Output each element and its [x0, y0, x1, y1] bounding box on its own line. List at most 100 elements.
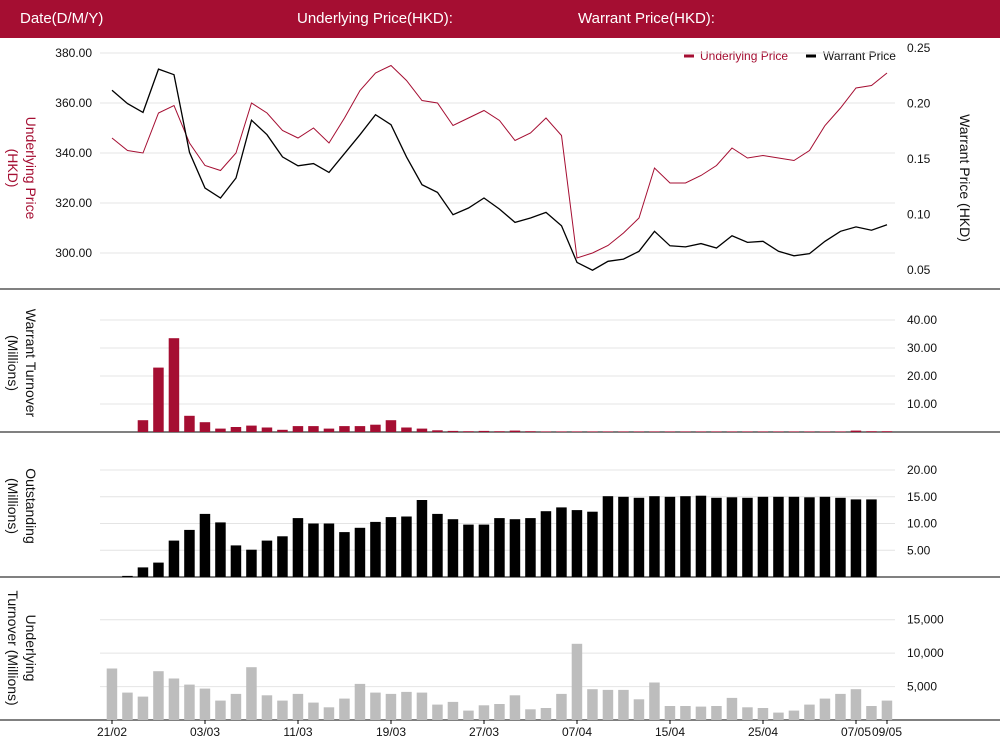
warrant-turnover-bar [757, 431, 769, 432]
underlying-turnover-bar [184, 684, 195, 720]
underlying-turnover-axis-title: Underlying Turnover (Millions) [5, 590, 39, 705]
underlying-turnover-bar [525, 709, 536, 720]
warrant-turnover-bar [571, 431, 583, 432]
outstanding-axis-title: Outstanding (Millions) [5, 468, 39, 544]
outstanding-bar [649, 496, 660, 577]
warrant-turnover-bar [137, 420, 149, 432]
outstanding-bar [742, 497, 753, 577]
underlying-turnover-bar [153, 671, 164, 720]
price-right-tick-label: 0.15 [907, 152, 931, 166]
x-tick-label: 07/05 [841, 725, 871, 739]
outstanding-bar [525, 518, 536, 577]
underlying-turnover-bar [680, 706, 691, 720]
outstanding-bar [137, 567, 149, 577]
warrant-turnover-bar [695, 431, 707, 432]
warrant-turnover-bar [540, 431, 552, 432]
warrant-turnover-bar [339, 426, 350, 432]
warrant-turnover-bar [509, 430, 521, 432]
price-right-tick-label: 0.20 [907, 97, 931, 111]
underlying-turnover-bar [308, 702, 319, 720]
warrant-turnover-bar [850, 430, 862, 432]
price-right-tick-label: 0.25 [907, 41, 931, 55]
warrant-turnover-bar [788, 431, 800, 432]
date-label: Date(D/M/Y) [20, 10, 104, 27]
underlying-turnover-bar [339, 698, 350, 720]
warrant-turnover-tick-label: 40.00 [907, 313, 937, 327]
outstanding-bar [432, 513, 443, 577]
outstanding-bar [370, 521, 381, 577]
underlying-turnover-bar [571, 643, 583, 720]
warrant-turnover-bar [726, 431, 738, 432]
outstanding-tick-label: 15.00 [907, 490, 937, 504]
warrant-turnover-bar [525, 431, 536, 432]
outstanding-bar [633, 497, 645, 577]
underlying-turnover-bar [881, 700, 893, 720]
underlying-turnover-bar [773, 712, 784, 720]
warrant-turnover-tick-label: 20.00 [907, 369, 937, 383]
price-left-tick-label: 360.00 [55, 96, 92, 110]
underlying-turnover-bar [416, 692, 428, 720]
outstanding-bar [850, 499, 862, 577]
warrant-turnover-tick-label: 10.00 [907, 397, 937, 411]
underlying-turnover-bar [804, 704, 815, 720]
warrant-turnover-bar [742, 431, 753, 432]
underlying-turnover-bar [618, 689, 629, 720]
price-left-tick-label: 380.00 [55, 46, 92, 60]
price-right-axis-title: Warrant Price (HKD) [957, 114, 973, 242]
warrant-turnover-bar [215, 428, 226, 432]
warrant-turnover-bar [168, 338, 180, 432]
outstanding-bar [494, 518, 505, 577]
underlying-turnover-bar [463, 710, 474, 720]
warrant-turnover-bar [835, 431, 846, 432]
outstanding-bar [726, 497, 738, 577]
outstanding-bar [385, 517, 397, 577]
outstanding-bar [168, 540, 180, 577]
warrant-price-label: Warrant Price(HKD): [578, 10, 715, 27]
underlying-price-label: Underlying Price(HKD): [297, 10, 453, 27]
underlying-turnover-bar [323, 707, 335, 720]
warrant-turnover-bar [261, 427, 273, 432]
underlying-turnover-bar [556, 693, 567, 720]
underlying-turnover-tick-label: 15,000 [907, 613, 944, 627]
outstanding-bar [122, 575, 133, 577]
underlying-turnover-bar [106, 668, 118, 720]
outstanding-tick-label: 20.00 [907, 463, 937, 477]
underlying-turnover-bar [649, 682, 660, 720]
warrant-turnover-axis-title-2: (Millions) [5, 335, 21, 391]
outstanding-bar [757, 496, 769, 578]
outstanding-axis-title-1: Outstanding [23, 468, 39, 544]
outstanding-bar [215, 522, 226, 577]
outstanding-bar [509, 519, 521, 577]
underlying-turnover-bar [292, 693, 304, 720]
price-left-tick-label: 320.00 [55, 196, 92, 210]
underlying-turnover-bar [137, 696, 149, 720]
underlying-turnover-bar [478, 705, 490, 720]
warrant-turnover-bar [633, 431, 645, 432]
underlying-turnover-bar [602, 689, 614, 720]
price-right-tick-label: 0.10 [907, 208, 931, 222]
outstanding-bar [866, 499, 877, 577]
underlying-price-line [111, 64, 888, 259]
outstanding-axis-title-2: (Millions) [5, 478, 21, 534]
warrant-turnover-bar [447, 430, 459, 432]
outstanding-bar [339, 532, 350, 577]
price-right-tick-label: 0.05 [907, 263, 931, 277]
warrant-turnover-bar [711, 431, 722, 432]
warrant-turnover-bar [478, 430, 490, 432]
underlying-turnover-bar [850, 689, 862, 720]
underlying-turnover-bar [866, 706, 877, 720]
outstanding-bar [540, 511, 552, 577]
legend-warrant: Warrant Price [823, 49, 896, 63]
underlying-turnover-bar [168, 678, 180, 720]
warrant-turnover-bar [230, 427, 242, 432]
price-left-axis-title: Underlying Price (HKD) [5, 117, 39, 220]
underlying-turnover-bar [246, 667, 257, 720]
warrant-turnover-bar [866, 431, 877, 432]
outstanding-tick-label: 5.00 [907, 543, 931, 557]
price-left-axis-title-2: (HKD) [5, 149, 21, 188]
warrant-turnover-bar [354, 426, 366, 432]
warrant-turnover-bar [664, 431, 676, 432]
warrant-turnover-bar [416, 428, 428, 432]
underlying-turnover-bar [277, 700, 288, 720]
warrant-turnover-bar [370, 424, 381, 432]
